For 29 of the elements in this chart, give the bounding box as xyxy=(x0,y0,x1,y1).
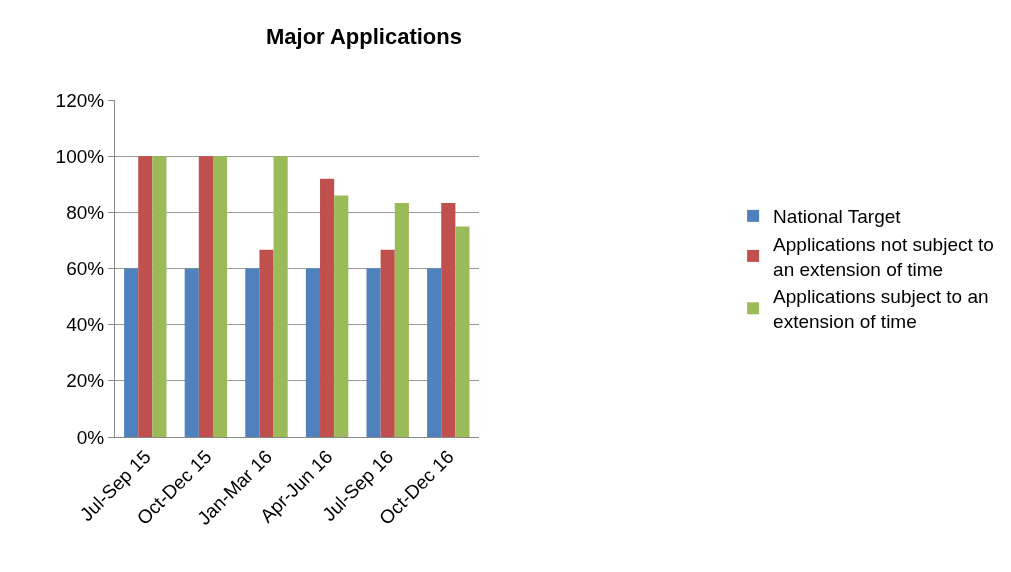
legend-label: National Target xyxy=(773,206,902,228)
y-tick-label: 0% xyxy=(76,426,105,448)
bar xyxy=(441,203,456,437)
y-tick-label: 60% xyxy=(66,258,105,280)
bar xyxy=(198,156,213,437)
bar xyxy=(427,268,442,437)
bar xyxy=(320,178,335,437)
bar xyxy=(245,268,260,437)
y-tick-label: 40% xyxy=(66,314,105,336)
bar xyxy=(138,156,153,437)
bar xyxy=(259,249,274,437)
bar xyxy=(152,156,167,437)
bar xyxy=(273,156,288,437)
bar xyxy=(455,226,470,437)
chart-title: Major Applications xyxy=(265,24,462,49)
bar xyxy=(305,268,321,437)
legend-label: Applications not subject to an extension of time xyxy=(773,233,994,280)
bar xyxy=(212,156,228,437)
bar xyxy=(394,203,409,437)
y-tick-label: 20% xyxy=(66,370,105,392)
legend-label: Applications subject to an extension of time xyxy=(773,286,989,333)
y-tick-label: 120% xyxy=(55,89,105,111)
y-tick-label: 100% xyxy=(55,145,105,167)
bar xyxy=(334,195,349,437)
bar xyxy=(124,268,139,437)
y-tick-label: 80% xyxy=(66,201,105,223)
bar xyxy=(366,268,381,437)
bar xyxy=(184,268,199,437)
bar xyxy=(380,249,395,437)
